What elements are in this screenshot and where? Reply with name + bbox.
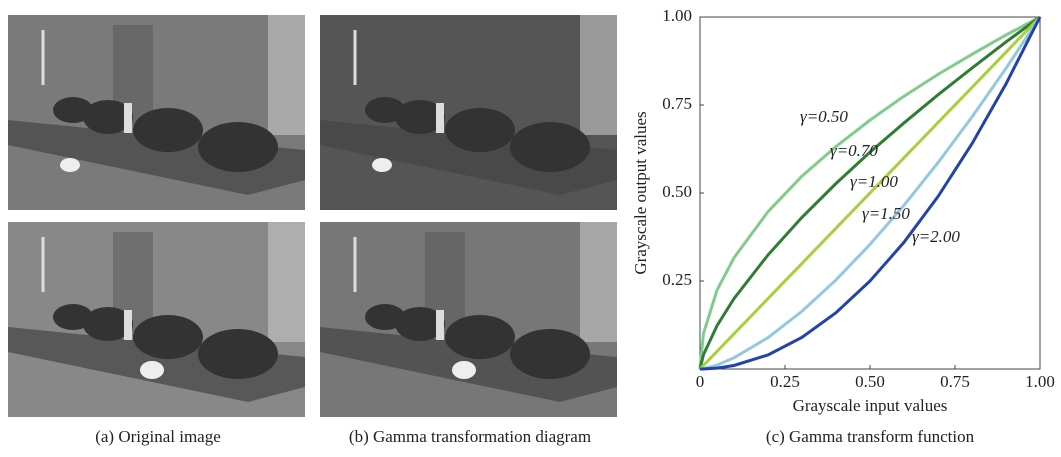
series-label: γ=1.50	[862, 204, 910, 223]
series-label: γ=1.00	[850, 172, 898, 191]
y-tick-label: 0.50	[662, 182, 692, 201]
caption: (b) Gamma transformation diagram	[349, 427, 591, 446]
caption: (a) Original image	[95, 427, 221, 446]
x-tick-label: 0	[696, 372, 705, 391]
y-axis-label: Grayscale output values	[631, 111, 650, 274]
x-tick-label: 0.50	[855, 372, 885, 391]
photo-gamma-2	[320, 222, 617, 417]
series-label: γ=0.70	[830, 141, 878, 160]
x-tick-label: 1.00	[1025, 372, 1055, 391]
x-tick-label: 0.75	[940, 372, 970, 391]
figure: (a) Original image (b) Gamma transformat…	[0, 0, 1061, 452]
series-label: γ=2.00	[912, 227, 960, 246]
photo-original-2	[8, 222, 305, 417]
y-tick-label: 1.00	[662, 6, 692, 25]
series-line	[700, 17, 1040, 369]
photo-original	[8, 15, 305, 210]
x-tick-label: 0.25	[770, 372, 800, 391]
caption: (c) Gamma transform function	[766, 427, 975, 446]
x-axis-label: Grayscale input values	[793, 396, 948, 415]
series-label: γ=0.50	[800, 107, 848, 126]
y-tick-label: 0.75	[662, 94, 692, 113]
y-tick-label: 0.25	[662, 270, 692, 289]
photo-gamma	[320, 15, 617, 210]
